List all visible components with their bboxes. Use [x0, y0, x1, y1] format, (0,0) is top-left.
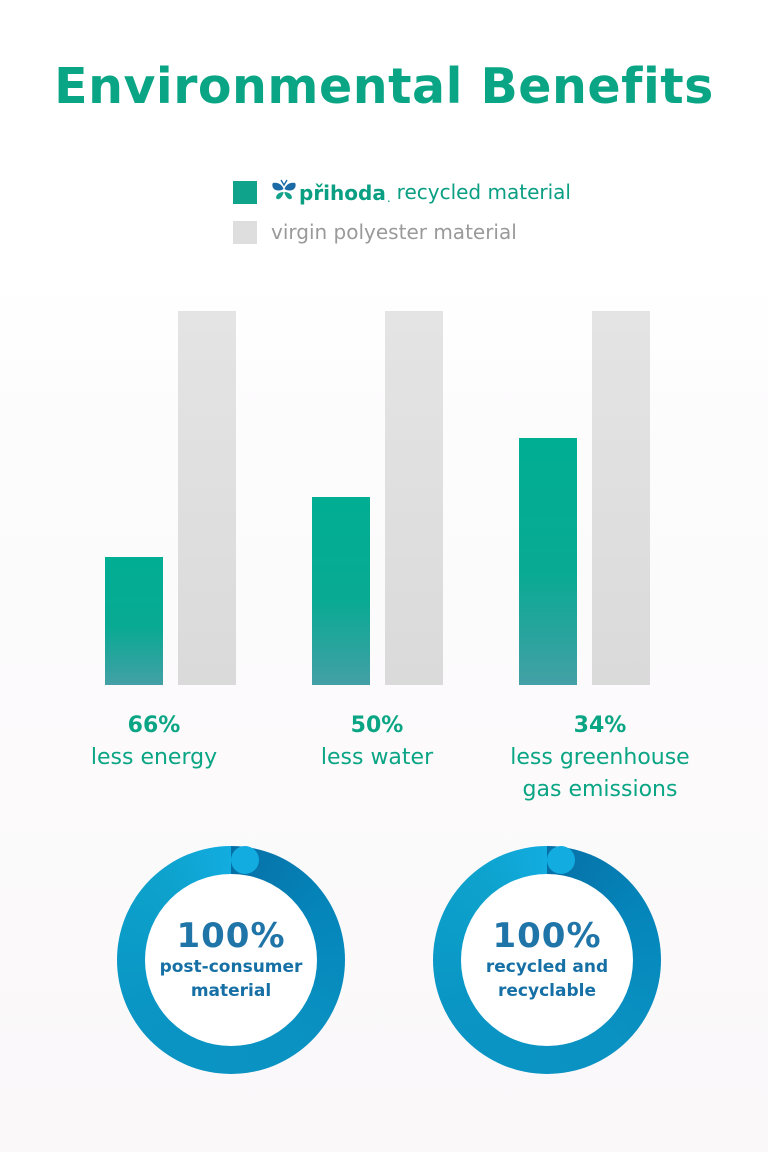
- stat-pct: 34%: [573, 713, 627, 738]
- bar-virgin-water: [385, 311, 443, 685]
- stat-pct: 66%: [127, 713, 181, 738]
- legend-label-recycled: recycled material: [396, 180, 571, 204]
- bar-recycled-emissions: [519, 438, 577, 685]
- stat-label: less energy: [90, 745, 218, 770]
- brand-registered-dot: .: [386, 191, 391, 205]
- ring-center: 100% recycled and recyclable: [461, 874, 633, 1046]
- brand-logo: přihoda .: [271, 179, 391, 205]
- brand-name: přihoda: [299, 181, 386, 205]
- ring-label: recycled and: [485, 957, 609, 977]
- stat-water: 50% less water: [267, 710, 487, 774]
- bar-virgin-emissions: [592, 311, 650, 685]
- stat-label: less greenhouse: [510, 745, 690, 770]
- legend-swatch-gray: [233, 220, 257, 244]
- legend-swatch-teal: [233, 180, 257, 204]
- legend-label-virgin: virgin polyester material: [271, 220, 517, 244]
- ring-pct: 100%: [176, 916, 286, 956]
- ring-pct: 100%: [492, 916, 602, 956]
- bar-recycled-water: [312, 497, 370, 685]
- stat-pct: 50%: [350, 713, 404, 738]
- page-title: Environmental Benefits: [54, 58, 714, 115]
- legend-item-virgin: virgin polyester material: [233, 220, 517, 244]
- ring-center: 100% post-consumer material: [145, 874, 317, 1046]
- butterfly-logo-icon: [272, 179, 296, 200]
- ring-recyclable: 100% recycled and recyclable: [433, 846, 661, 1074]
- ring-label-line2: material: [190, 981, 272, 1001]
- ring-post-consumer: 100% post-consumer material: [117, 846, 345, 1074]
- stat-emissions: 34% less greenhouse gas emissions: [490, 710, 710, 806]
- ring-cap: [231, 846, 259, 874]
- ring-cap: [547, 846, 575, 874]
- ring-label-line2: recyclable: [498, 981, 596, 1001]
- bar-virgin-energy: [178, 311, 236, 685]
- stat-label-line2: gas emissions: [522, 777, 678, 802]
- stat-energy: 66% less energy: [44, 710, 264, 774]
- stat-label: less water: [320, 745, 434, 770]
- bar-recycled-energy: [105, 557, 163, 685]
- legend-item-recycled: přihoda . recycled material: [233, 179, 571, 205]
- ring-label: post-consumer: [159, 957, 303, 977]
